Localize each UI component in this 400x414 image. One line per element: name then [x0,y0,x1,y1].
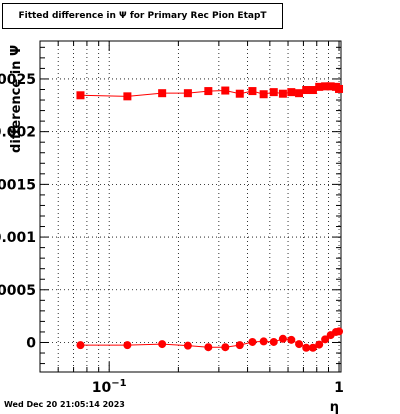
data-point-square [335,84,344,93]
x-axis-title: η [330,400,339,414]
data-point-circle [123,341,132,350]
chart-title: Fitted difference in Ψ for Primary Rec P… [18,11,267,21]
y-tick-label: 0.0005 [0,283,36,299]
data-point-square [269,88,278,97]
data-point-square [278,89,287,98]
data-point-circle [278,334,287,343]
chart-title-box: Fitted difference in Ψ for Primary Rec P… [2,3,283,29]
data-point-circle [158,340,167,349]
data-point-square [183,89,192,98]
data-point-square [308,86,317,95]
data-point-square [315,82,324,91]
data-point-square [302,86,311,95]
data-point-square [295,89,304,98]
data-point-square [326,82,335,91]
data-point-square [221,86,230,95]
data-point-square [321,82,330,91]
data-point-square [158,89,167,98]
data-point-square [235,89,244,98]
data-point-square [287,88,296,97]
data-point-square [259,90,268,99]
data-point-circle [308,343,317,352]
data-point-circle [321,335,330,344]
data-point-circle [235,341,244,350]
data-point-circle [335,327,344,336]
data-point-square [76,91,85,100]
data-point-circle [248,337,257,346]
data-point-circle [302,343,311,352]
data-point-circle [221,343,230,352]
data-point-square [248,87,257,96]
timestamp: Wed Dec 20 21:05:14 2023 [4,400,125,409]
data-point-circle [183,341,192,350]
data-point-square [123,92,132,101]
data-point-circle [315,340,324,349]
y-tick-label: 0.002 [0,125,36,141]
data-point-circle [204,343,213,352]
data-point-circle [259,337,268,346]
y-tick-label: 0 [26,335,36,351]
plot-frame [39,40,342,373]
data-point-circle [295,340,304,349]
y-tick-label: 0.001 [0,230,36,246]
data-point-square [204,87,213,96]
data-point-circle [76,341,85,350]
y-tick-label: 0.0025 [0,72,36,88]
x-tick-label: 10−1 [92,378,127,396]
y-axis-title: difference in Ψ [9,45,24,153]
data-point-circle [269,337,278,346]
y-tick-label: 0.0015 [0,177,36,193]
data-point-circle [287,335,296,344]
x-tick-label: 1 [334,380,344,396]
